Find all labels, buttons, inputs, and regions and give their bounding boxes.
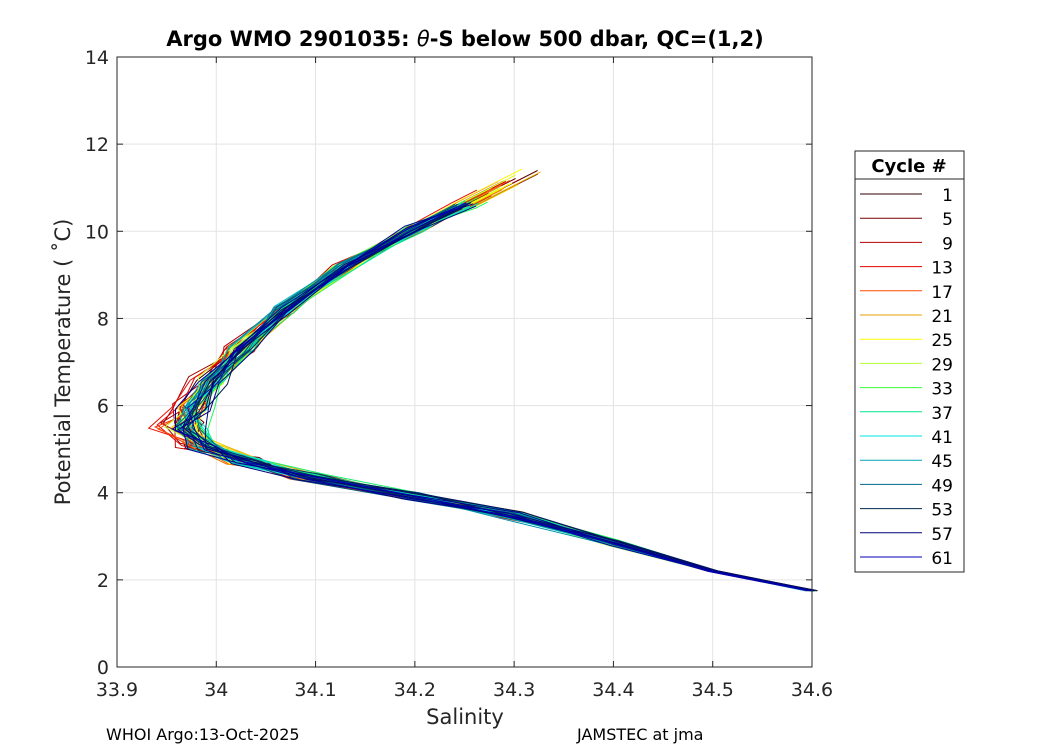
legend-label: 21 <box>931 307 953 327</box>
legend: Cycle # 1 5 9 13 17 21 25 29 33 37 41 45 49 53 57 61 <box>854 150 965 573</box>
footer-left-credit: WHOI Argo:13-Oct-2025 <box>106 725 300 744</box>
legend-label: 13 <box>931 259 953 279</box>
legend-label: 49 <box>931 476 953 496</box>
legend-label: 25 <box>931 331 953 351</box>
y-axis-label: Potential Temperature ( ˚C) <box>51 219 75 506</box>
plot-area: 33.9 34 34.1 34.2 34.3 34.4 34.5 34.6 0 2 4 6 8 10 12… <box>85 47 833 701</box>
x-tick-label: 34.1 <box>294 679 336 701</box>
legend-box <box>854 150 965 573</box>
legend-entries: 1 5 9 13 17 21 25 29 33 37 41 45 49 53 57 61 <box>860 186 953 569</box>
legend-label: 1 <box>942 186 953 206</box>
y-tick-label: 6 <box>97 396 109 418</box>
legend-label: 53 <box>931 501 953 521</box>
plot-frame <box>116 56 813 668</box>
legend-label: 33 <box>931 380 953 400</box>
x-tick-label: 33.9 <box>96 679 138 701</box>
y-tick-label: 4 <box>97 483 109 505</box>
series-line-cycle-60 <box>181 203 813 592</box>
x-tick-label: 34.2 <box>394 679 436 701</box>
y-axis-ticks: 0 2 4 6 8 10 12 14 <box>85 47 812 679</box>
legend-label: 45 <box>931 452 953 472</box>
chart-title: Argo WMO 2901035: θ-S below 500 dbar, QC… <box>166 27 763 51</box>
legend-label: 61 <box>931 549 953 569</box>
x-axis-label: Salinity <box>426 705 504 729</box>
legend-title: Cycle # <box>871 156 946 177</box>
y-tick-label: 2 <box>97 570 109 592</box>
x-tick-label: 34 <box>204 679 228 701</box>
legend-label: 37 <box>931 404 953 424</box>
series-line-cycle-62 <box>187 202 808 592</box>
y-tick-label: 14 <box>85 47 109 69</box>
legend-label: 57 <box>931 525 953 545</box>
x-tick-label: 34.5 <box>692 679 734 701</box>
x-axis-ticks: 33.9 34 34.1 34.2 34.3 34.4 34.5 34.6 <box>96 57 833 701</box>
x-tick-label: 34.3 <box>493 679 535 701</box>
y-tick-label: 8 <box>97 308 109 330</box>
footer-right-credit: JAMSTEC at jma <box>577 725 704 744</box>
legend-label: 29 <box>931 355 953 375</box>
x-tick-label: 34.4 <box>592 679 634 701</box>
legend-label: 41 <box>931 428 953 448</box>
legend-label: 17 <box>931 283 953 303</box>
y-tick-label: 10 <box>85 221 109 243</box>
series-lines <box>147 168 818 592</box>
legend-label: 9 <box>942 234 953 254</box>
legend-label: 5 <box>942 210 953 230</box>
y-tick-label: 0 <box>97 657 109 679</box>
x-tick-label: 34.6 <box>791 679 833 701</box>
y-tick-label: 12 <box>85 134 109 156</box>
